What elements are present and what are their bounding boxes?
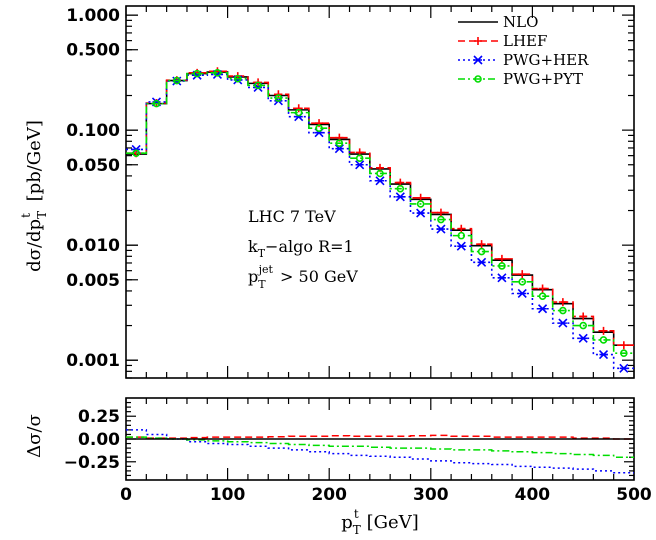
series-pwg-pyt-point <box>599 336 608 344</box>
series-pwg-pyt-point <box>173 76 181 85</box>
series-pwg-her-point <box>416 208 426 218</box>
ratio-pwg-her-line <box>126 429 634 474</box>
series-pwg-her-point <box>517 288 527 299</box>
x-tick-label: 500 <box>616 485 652 505</box>
annotation-ptjet: pTjet > 50 GeV <box>248 263 358 291</box>
series-pwg-her-point <box>334 144 344 154</box>
series-pwg-her-point <box>578 333 588 343</box>
series-pwg-pyt-point <box>416 200 425 208</box>
top-y-axis-title: dσ/dpTt [pb/GeV] <box>19 120 49 272</box>
series-pwg-pyt-point <box>132 149 140 158</box>
main-y-tick-label: 1.000 <box>66 6 120 26</box>
series-pwg-pyt-point <box>620 349 628 358</box>
legend-pwg-her-label: PWG+HER <box>503 51 589 69</box>
series-pwg-her-point <box>456 241 466 251</box>
series-pwg-her-point <box>619 363 629 373</box>
main-y-tick-label: 0.010 <box>66 236 120 256</box>
series-pwg-pyt-point <box>518 278 527 286</box>
legend-lhef-label: LHEF <box>503 32 547 50</box>
x-axis-title: pTt [GeV] <box>341 507 418 537</box>
series-pwg-pyt-point <box>213 69 222 77</box>
legend-nlo-label: NLO <box>503 13 538 31</box>
series-lhef-point <box>579 312 588 321</box>
series-lhef-point <box>436 208 445 217</box>
series-pwg-pyt-point <box>396 184 405 193</box>
main-y-tick-label: 0.500 <box>66 41 120 61</box>
series-pwg-her-point <box>436 224 446 234</box>
ratio-y-tick-label: 0.25 <box>78 407 120 427</box>
series-pwg-pyt-point <box>376 169 384 178</box>
annotation-algo: kT−algo R=1 <box>248 237 354 260</box>
annotation-block: LHC 7 TeV kT−algo R=1 pTjet > 50 GeV <box>248 207 358 291</box>
series-pwg-pyt-point <box>152 99 161 108</box>
main-y-tick-label: 0.001 <box>66 351 120 371</box>
series-pwg-pyt-point <box>315 124 323 132</box>
series-pwg-pyt-point <box>294 108 303 117</box>
series-pwg-pyt-line <box>126 72 634 355</box>
series-lhef-point <box>457 224 466 233</box>
series-pwg-pyt-point <box>355 154 364 163</box>
series-pwg-pyt-point <box>437 215 445 224</box>
series-pwg-her-point <box>598 349 609 360</box>
series-pwg-her-point <box>558 318 568 328</box>
series-nlo-line <box>126 71 634 346</box>
series-pwg-pyt-point <box>233 74 242 83</box>
series-lhef-point <box>497 254 506 263</box>
ratio-series-group <box>126 429 634 474</box>
annotation-lhc: LHC 7 TeV <box>248 207 336 226</box>
x-tick-label: 400 <box>515 485 551 505</box>
ratio-y-tick-label: −0.25 <box>64 453 120 473</box>
series-pwg-her-point <box>375 176 385 186</box>
main-y-tick-label: 0.100 <box>66 121 120 141</box>
x-tick-label: 300 <box>413 485 449 505</box>
series-lhef-point <box>518 270 527 279</box>
series-pwg-pyt-point <box>335 139 344 147</box>
legend-lhef-marker <box>474 37 482 45</box>
series-pwg-her-point <box>477 257 487 267</box>
series-lhef-point <box>538 284 547 293</box>
series-pwg-her-line <box>126 73 634 370</box>
series-lhef-point <box>477 240 486 249</box>
ratio-lhef-line <box>126 434 634 440</box>
series-pwg-her-point <box>497 273 507 283</box>
main-panel-frame <box>125 5 635 379</box>
main-y-tick-label: 0.050 <box>66 156 120 176</box>
main-y-tick-label: 0.005 <box>66 271 120 291</box>
series-pwg-pyt-point <box>559 306 567 315</box>
series-pwg-pyt-point <box>193 69 201 78</box>
series-lhef-point <box>619 341 628 350</box>
series-pwg-her-point <box>355 160 365 170</box>
series-lhef-point <box>558 298 567 307</box>
bottom-y-axis-title: Δσ/σ <box>24 414 45 458</box>
series-pwg-her-point <box>537 304 548 314</box>
x-tick-label: 100 <box>210 485 246 505</box>
legend-pwg-her-marker <box>473 55 483 65</box>
legend-pwg-pyt-label: PWG+PYT <box>503 70 583 88</box>
series-pwg-pyt-point <box>274 94 283 102</box>
ratio-pwg-pyt-line <box>126 436 634 458</box>
series-lhef-point <box>599 326 608 335</box>
series-pwg-pyt-point <box>538 292 547 300</box>
series-pwg-pyt-point <box>579 321 588 330</box>
series-pwg-pyt-point <box>254 81 262 90</box>
ratio-panel: 0 100 200 300 400 500 0.25 0.00 −0.25 <box>64 397 652 505</box>
series-lhef-point <box>294 104 303 113</box>
x-tick-label: 0 <box>120 485 132 505</box>
series-pwg-pyt-point <box>457 231 466 240</box>
series-pwg-pyt-point <box>477 247 486 256</box>
main-series-group <box>126 67 634 373</box>
series-pwg-her-point <box>395 192 405 202</box>
series-pwg-pyt-point <box>498 262 506 270</box>
main-panel: 1.000 0.500 0.100 0.050 0.010 0.005 0.001 <box>66 5 635 379</box>
x-tick-label: 200 <box>311 485 347 505</box>
legend-pwg-pyt-marker <box>474 75 482 83</box>
ratio-y-tick-label: 0.00 <box>78 430 120 450</box>
